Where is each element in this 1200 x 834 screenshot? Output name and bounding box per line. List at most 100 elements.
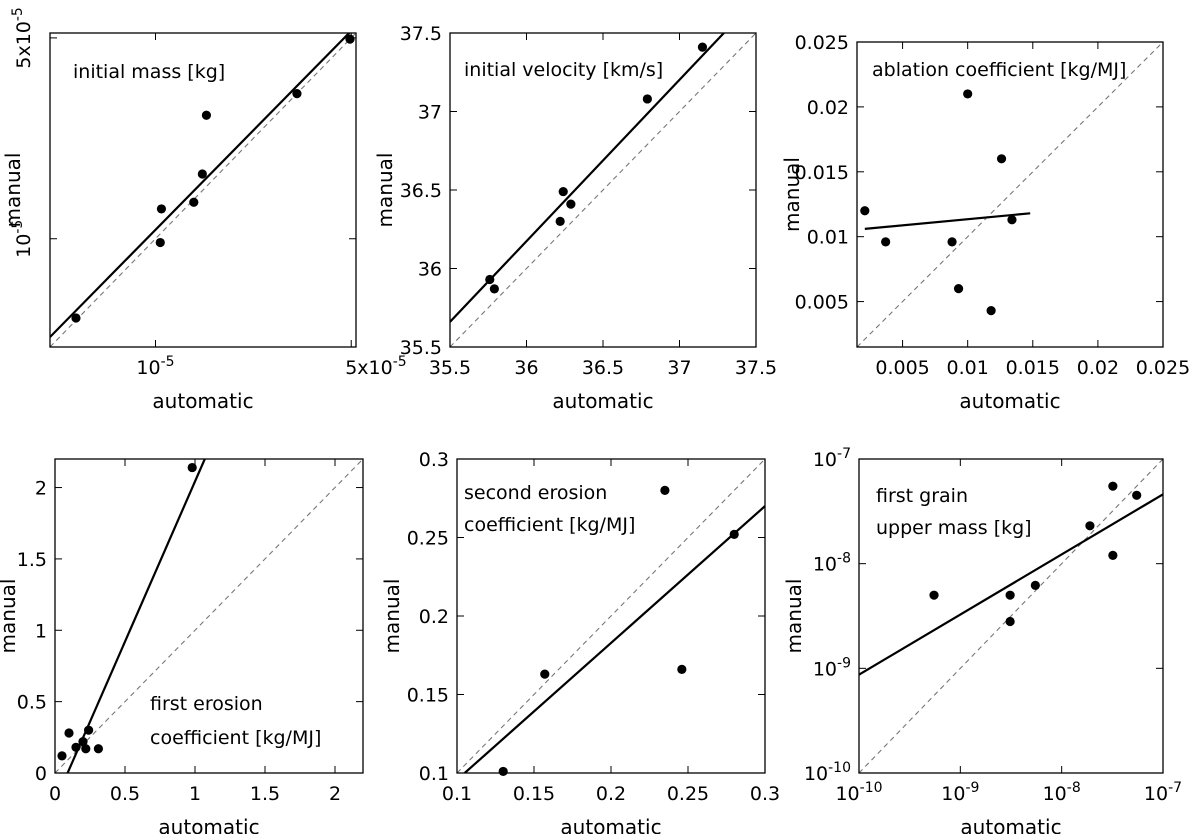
x-tick-label-exp: -10 bbox=[860, 780, 883, 796]
data-point bbox=[292, 88, 302, 99]
panel-first-grain-upper-mass: 10-10 10-9 10-8 10-710-1010-910-810-7automa… bbox=[782, 446, 1182, 834]
data-point bbox=[187, 462, 197, 473]
y-tick-label: 10-5 bbox=[10, 220, 35, 258]
y-tick-label: 0 bbox=[35, 763, 47, 785]
panel-annotation: upper mass [kg] bbox=[876, 517, 1032, 539]
data-point bbox=[1005, 590, 1015, 600]
data-point bbox=[155, 237, 165, 248]
x-tick-label: 0 bbox=[49, 783, 61, 805]
data-point bbox=[660, 485, 670, 495]
y-tick-label: 0.5 bbox=[17, 692, 47, 714]
y-tick-label: 10-10 bbox=[804, 760, 851, 785]
data-point bbox=[729, 529, 739, 539]
identity-diagonal-line bbox=[55, 459, 363, 773]
data-point bbox=[57, 751, 67, 761]
x-tick-label-exp: -7 bbox=[1168, 780, 1182, 796]
panel-ablation-coefficient: 0.005 0.01 0.015 0.02 0.025 0.005 0.01 0.015 0.0… bbox=[780, 32, 1190, 413]
y-axis-label: manual bbox=[0, 579, 20, 654]
y-tick-label: 2 bbox=[35, 478, 47, 500]
identity-diagonal-line bbox=[450, 33, 756, 347]
x-tick-label: 0.01 bbox=[947, 357, 989, 379]
tick-marks bbox=[50, 33, 356, 347]
x-tick-label: 1.5 bbox=[250, 783, 280, 805]
data-point bbox=[1085, 521, 1095, 531]
data-point bbox=[953, 283, 964, 294]
y-tick-label: 0.02 bbox=[807, 97, 849, 119]
data-point bbox=[64, 728, 74, 738]
data-point bbox=[189, 197, 199, 207]
y-axis-label: manual bbox=[1, 153, 25, 228]
y-tick-label-exp: -5 bbox=[10, 220, 26, 234]
data-point bbox=[642, 94, 652, 104]
y-tick-label: 0.1 bbox=[419, 763, 449, 785]
panel-annotation: ablation coefficient [kg/MJ] bbox=[872, 59, 1126, 81]
x-tick-label-base: 10 bbox=[136, 357, 160, 379]
data-point bbox=[566, 199, 576, 209]
x-tick-label: 10-8 bbox=[1043, 780, 1081, 805]
data-point bbox=[1132, 490, 1142, 500]
identity-diagonal-line bbox=[859, 459, 1163, 773]
x-tick-label: 37.5 bbox=[735, 357, 777, 379]
data-point bbox=[558, 186, 568, 197]
y-tick-label-base: 5x10 bbox=[13, 21, 35, 69]
data-point bbox=[489, 284, 499, 294]
panel-initial-velocity: 35.5 36 36.5 37 37.5 35.5 36 36.5 37 37.5 automati… bbox=[373, 23, 777, 413]
x-tick-label-exp: -8 bbox=[1067, 780, 1081, 796]
data-point bbox=[201, 110, 212, 120]
panel-initial-mass: 10-5 5x10-510-55x10-5automaticmanualiniti… bbox=[1, 7, 407, 413]
x-tick-label: 10-5 bbox=[136, 354, 174, 379]
tick-marks bbox=[857, 41, 1164, 347]
y-tick-label-base: 10 bbox=[813, 658, 837, 680]
x-tick-label: 36 bbox=[514, 357, 538, 379]
x-axis-label: automatic bbox=[152, 389, 253, 413]
y-tick-label: 0.025 bbox=[795, 32, 849, 54]
x-tick-label-base: 10 bbox=[835, 783, 859, 805]
y-tick-label-exp: -9 bbox=[837, 655, 851, 671]
x-tick-label: 0.015 bbox=[1006, 357, 1060, 379]
y-axis-label: manual bbox=[780, 157, 804, 232]
x-tick-label: 0.15 bbox=[513, 783, 555, 805]
x-tick-label-exp: -5 bbox=[393, 354, 407, 370]
y-tick-label: 0.3 bbox=[419, 449, 449, 471]
data-point bbox=[498, 766, 508, 777]
y-tick-label: 0.005 bbox=[795, 292, 849, 314]
tick-marks bbox=[449, 32, 757, 348]
y-tick-label: 37.5 bbox=[400, 23, 442, 45]
y-tick-label: 10-8 bbox=[813, 551, 851, 576]
x-tick-label-base: 10 bbox=[1144, 783, 1168, 805]
data-point bbox=[555, 216, 565, 226]
data-point bbox=[1030, 580, 1040, 590]
x-tick-label: 10-10 bbox=[835, 780, 882, 805]
y-axis-label: manual bbox=[380, 579, 404, 654]
x-tick-label: 0.1 bbox=[442, 783, 472, 805]
x-tick-label: 36.5 bbox=[582, 357, 624, 379]
fit-line bbox=[864, 212, 1031, 230]
data-point bbox=[1005, 616, 1015, 627]
plot-frame bbox=[856, 41, 1164, 348]
data-point bbox=[1007, 215, 1017, 225]
x-tick-label: 10-7 bbox=[1144, 780, 1182, 805]
x-tick-label: 35.5 bbox=[429, 357, 471, 379]
data-point bbox=[156, 204, 167, 214]
y-tick-label-exp: -5 bbox=[10, 7, 26, 21]
fit-line bbox=[450, 33, 725, 323]
fit-line bbox=[859, 493, 1163, 676]
y-tick-label: 1 bbox=[35, 620, 47, 642]
y-tick-label-base: 10 bbox=[804, 763, 828, 785]
y-tick-label: 0.015 bbox=[795, 162, 849, 184]
data-point bbox=[929, 590, 939, 600]
y-tick-label: 0.01 bbox=[807, 227, 849, 249]
data-point bbox=[78, 737, 88, 747]
data-point bbox=[860, 206, 870, 216]
y-tick-label: 10-9 bbox=[813, 655, 851, 680]
x-axis-label: automatic bbox=[960, 815, 1061, 834]
x-tick-label: 0.005 bbox=[875, 357, 929, 379]
x-tick-label: 0.02 bbox=[1077, 357, 1119, 379]
x-tick-label: 1 bbox=[189, 783, 201, 805]
panel-annotation: second erosion bbox=[464, 482, 607, 504]
y-tick-label: 36 bbox=[418, 259, 442, 281]
x-axis-label: automatic bbox=[959, 389, 1060, 413]
y-tick-label-base: 10 bbox=[813, 449, 837, 471]
y-tick-label: 5x10-5 bbox=[10, 7, 35, 68]
